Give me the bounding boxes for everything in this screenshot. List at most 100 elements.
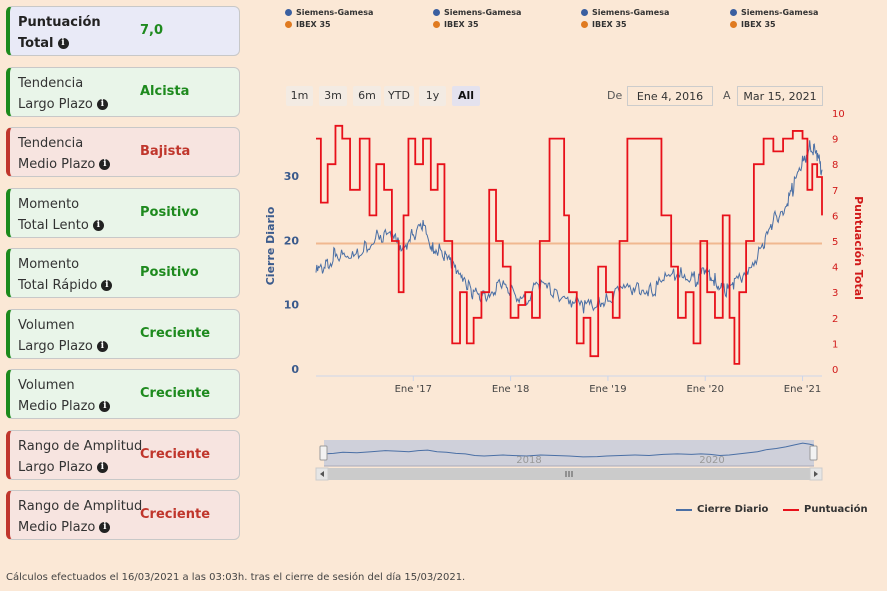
top-legend-item-series2[interactable]: IBEX 35	[433, 20, 479, 29]
top-legend-item-series1[interactable]: Siemens-Gamesa	[581, 8, 669, 17]
info-icon[interactable]: i	[101, 280, 113, 291]
info-icon[interactable]: i	[92, 220, 104, 231]
grip-icon	[565, 471, 573, 477]
chevron-right-icon	[814, 471, 818, 477]
series-line-puntuacion	[316, 124, 823, 365]
navigator-tick-label: 2020	[699, 455, 724, 466]
chevron-left-icon	[320, 471, 324, 477]
top-legend-item-series2[interactable]: IBEX 35	[285, 20, 331, 29]
indicator-value: Bajista	[140, 144, 191, 159]
legend-dot-icon	[730, 9, 737, 16]
scroll-right-button[interactable]	[809, 467, 823, 481]
indicator-value: Creciente	[140, 326, 211, 341]
indicator-card: Volumen Largo Plazo i Creciente	[6, 309, 240, 359]
indicator-card: Rango de Amplitud Medio Plazo i Creciente	[6, 490, 240, 540]
indicator-value: Positivo	[140, 265, 199, 280]
indicator-card: Momento Total Lento i Positivo	[6, 188, 240, 238]
indicator-card: Volumen Medio Plazo i Creciente	[6, 369, 240, 419]
from-date-input[interactable]: Ene 4, 2016	[627, 86, 713, 106]
indicator-value: 7,0	[140, 23, 164, 38]
top-legend-item-series2[interactable]: IBEX 35	[730, 20, 776, 29]
series-line-cierre	[315, 140, 823, 314]
range-3m-button[interactable]: 3m	[319, 86, 347, 106]
indicator-label-line2: Largo Plazo	[18, 460, 93, 475]
top-legend-item-series1[interactable]: Siemens-Gamesa	[285, 8, 373, 17]
scroll-left-button[interactable]	[315, 467, 329, 481]
legend-line-icon	[783, 508, 799, 511]
x-tick-label: Ene '18	[492, 384, 529, 395]
indicator-label: Momento Total Rápido i	[18, 254, 113, 296]
range-ytd-button[interactable]: YTD	[384, 86, 414, 106]
legend-text: Siemens-Gamesa	[592, 8, 670, 17]
info-icon[interactable]: i	[99, 522, 111, 533]
info-icon[interactable]: i	[57, 38, 69, 49]
indicator-label: Tendencia Medio Plazo i	[18, 133, 111, 175]
indicator-label: Volumen Medio Plazo i	[18, 375, 111, 417]
info-icon[interactable]: i	[99, 401, 111, 412]
indicator-card: Puntuación Total i 7,0	[6, 6, 240, 56]
legend-text: IBEX 35	[444, 20, 479, 29]
legend-dot-icon	[285, 21, 292, 28]
indicator-label-line1: Volumen	[18, 378, 75, 393]
to-date-input[interactable]: Mar 15, 2021	[737, 86, 823, 106]
indicator-value: Alcista	[140, 84, 190, 99]
x-tick-label: Ene '17	[395, 384, 432, 395]
indicator-label: Rango de Amplitud Medio Plazo i	[18, 496, 142, 538]
info-icon[interactable]: i	[96, 462, 108, 473]
legend-text: Siemens-Gamesa	[296, 8, 374, 17]
legend-dot-icon	[730, 21, 737, 28]
indicator-label-line2: Total Lento	[18, 218, 89, 233]
y-right-tick-label: 7	[832, 186, 838, 197]
navigator-right-handle[interactable]	[809, 445, 818, 461]
calculation-footnote: Cálculos efectuados el 16/03/2021 a las …	[6, 572, 466, 583]
to-date-label: A	[723, 89, 731, 102]
indicator-label-line2: Medio Plazo	[18, 520, 96, 535]
navigator-left-handle[interactable]	[319, 445, 328, 461]
indicator-label-line1: Rango de Amplitud	[18, 439, 143, 454]
range-6m-button[interactable]: 6m	[353, 86, 381, 106]
legend-text: IBEX 35	[741, 20, 776, 29]
legend-dot-icon	[285, 9, 292, 16]
y-left-tick-label: 30	[284, 170, 300, 183]
legend-text: Siemens-Gamesa	[741, 8, 819, 17]
range-1m-button[interactable]: 1m	[286, 86, 313, 106]
legend-item-cierre[interactable]: Cierre Diario	[676, 504, 768, 515]
info-icon[interactable]: i	[99, 159, 111, 170]
y-right-tick-label: 5	[832, 237, 838, 248]
indicator-label: Puntuación Total i	[18, 12, 101, 54]
indicator-label-line2: Largo Plazo	[18, 339, 93, 354]
y-right-tick-label: 6	[832, 211, 838, 222]
top-legend-item-series2[interactable]: IBEX 35	[581, 20, 627, 29]
indicator-value: Creciente	[140, 447, 211, 462]
top-legend-item-series1[interactable]: Siemens-Gamesa	[730, 8, 818, 17]
top-legend-item-series1[interactable]: Siemens-Gamesa	[433, 8, 521, 17]
y-left-tick-label: 10	[284, 299, 300, 312]
legend-label: Cierre Diario	[697, 504, 769, 515]
y-right-tick-label: 2	[832, 314, 838, 325]
indicator-label: Volumen Largo Plazo i	[18, 315, 108, 357]
legend-line-icon	[676, 508, 692, 511]
range-1y-button[interactable]: 1y	[419, 86, 446, 106]
indicator-label-line1: Tendencia	[18, 76, 84, 91]
y-left-tick-label: 0	[291, 363, 299, 376]
x-tick-label: Ene '19	[589, 384, 626, 395]
indicator-label-line2: Largo Plazo	[18, 97, 93, 112]
legend-item-puntuacion[interactable]: Puntuación	[783, 504, 868, 515]
y-right-tick-label: 10	[832, 109, 845, 120]
legend-text: Siemens-Gamesa	[444, 8, 522, 17]
navigator-scrollbar-track	[316, 468, 822, 480]
indicator-label: Momento Total Lento i	[18, 194, 104, 236]
y-right-tick-label: 1	[832, 339, 838, 350]
indicator-label-line1: Momento	[18, 197, 80, 212]
legend-text: IBEX 35	[296, 20, 331, 29]
legend-dot-icon	[433, 21, 440, 28]
info-icon[interactable]: i	[96, 99, 108, 110]
y-right-tick-label: 8	[832, 160, 838, 171]
info-icon[interactable]: i	[96, 341, 108, 352]
indicator-label: Tendencia Largo Plazo i	[18, 73, 108, 115]
indicator-card: Rango de Amplitud Largo Plazo i Creciente	[6, 430, 240, 480]
range-all-button[interactable]: All	[452, 86, 480, 106]
indicator-value: Creciente	[140, 386, 211, 401]
navigator-scrollbar-thumb[interactable]	[328, 468, 810, 480]
indicator-card: Tendencia Medio Plazo i Bajista	[6, 127, 240, 177]
